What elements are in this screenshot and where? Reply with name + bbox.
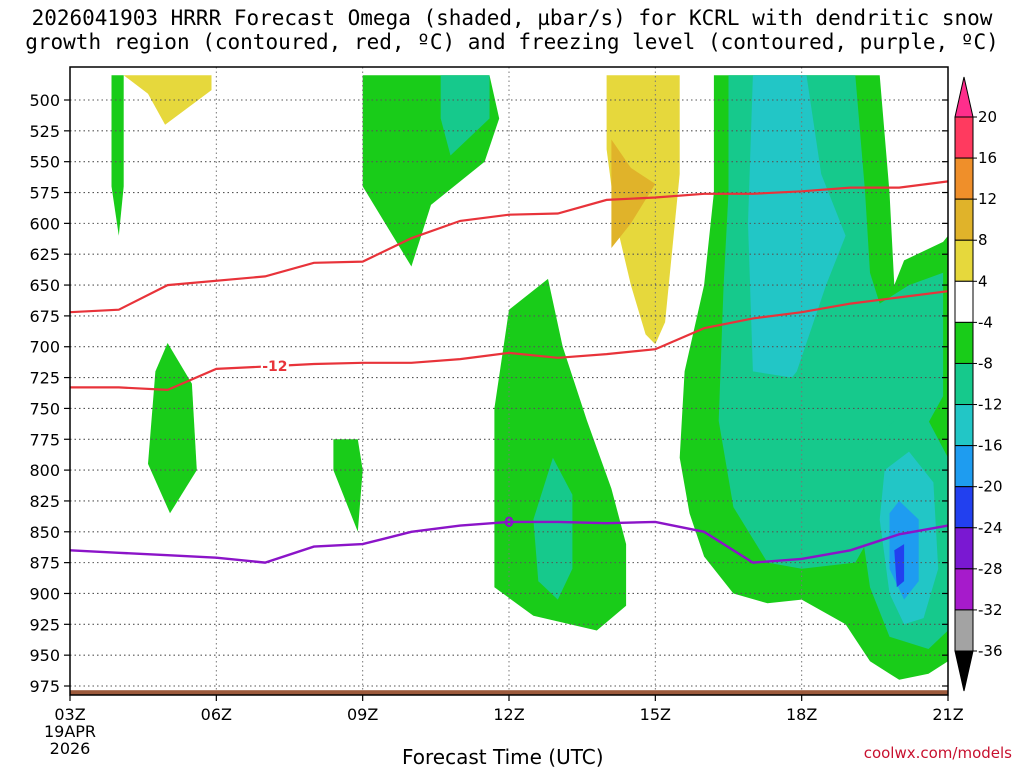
omega-fill-1: [123, 75, 212, 125]
y-tick-label: 525: [29, 122, 60, 141]
surface-ground: [70, 690, 948, 695]
dgz-contour-label: -12: [262, 359, 287, 375]
colorbar-bottom-arrow: [954, 650, 974, 692]
colorbar-label: 20: [978, 108, 997, 126]
colorbar-label: 8: [978, 231, 988, 249]
colorbar-label: -20: [978, 478, 1003, 496]
y-tick-label: 725: [29, 369, 60, 388]
omega-fill-4: [606, 75, 680, 345]
colorbar-label: -32: [978, 601, 1003, 619]
title-line-2: growth region (contoured, red, ºC) and f…: [25, 30, 999, 54]
y-tick-label: 600: [29, 214, 60, 233]
surface-band: [70, 690, 948, 695]
colorbar-label: -8: [978, 354, 993, 372]
x-tick-label: 09Z: [347, 705, 378, 724]
y-tick-label: 550: [29, 153, 60, 172]
colorbar-swatch: [954, 445, 974, 488]
y-tick-label: 925: [29, 615, 60, 634]
axis-ticks: 500 525 550 575 600 625 650 675 700 725 750 775 800 8…: [29, 91, 963, 758]
dgz-contour-1: [70, 290, 949, 392]
colorbar-label: -24: [978, 519, 1003, 537]
x-tick-label: 06Z: [201, 705, 232, 724]
x-tick-label: 03Z: [54, 705, 85, 724]
y-tick-label: 500: [29, 91, 60, 110]
colorbar-swatch: [954, 198, 974, 241]
x-tick-label: 15Z: [640, 705, 671, 724]
colorbar-swatch: [954, 239, 974, 282]
colorbar: 20 16 12 8 4 -4 -8 -12 -16 -20 -24 -28 -32 -36: [954, 76, 1003, 692]
omega-fill-8: [748, 75, 846, 378]
colorbar-label: -4: [978, 313, 993, 331]
grid-lines: [70, 67, 948, 695]
omega-fill-3: [440, 75, 490, 156]
credit-text: coolwx.com/models: [863, 744, 1012, 762]
omega-fill-12: [894, 544, 905, 588]
y-tick-label: 700: [29, 338, 60, 357]
dgz-label-bg-1: [260, 357, 289, 373]
y-tick-label: 575: [29, 184, 60, 203]
freezing-level-label: 0: [504, 515, 514, 531]
omega-fill-14: [333, 439, 363, 532]
colorbar-label: -28: [978, 560, 1003, 578]
colorbar-label: 16: [978, 149, 997, 167]
y-tick-label: 875: [29, 554, 60, 573]
x-tick-label: 12Z: [493, 705, 524, 724]
title-line-1: 2026041903 HRRR Forecast Omega (shaded, …: [31, 6, 993, 30]
colorbar-top-arrow: [954, 76, 974, 118]
x-axis-title: Forecast Time (UTC): [402, 745, 604, 769]
x-date-label: 19APR: [44, 722, 96, 741]
colorbar-label: -16: [978, 437, 1003, 455]
y-tick-label: 775: [29, 430, 60, 449]
colorbar-swatch: [954, 321, 974, 364]
y-tick-label: 650: [29, 276, 60, 295]
colorbar-swatch: [954, 157, 974, 200]
y-tick-label: 950: [29, 646, 60, 665]
omega-fill-5: [611, 139, 656, 248]
omega-fill-16: [533, 457, 573, 600]
x-tick-label: 21Z: [932, 705, 963, 724]
y-tick-label: 675: [29, 307, 60, 326]
y-tick-label: 625: [29, 245, 60, 264]
colorbar-swatch: [954, 568, 974, 611]
colorbar-swatch: [954, 280, 974, 323]
y-tick-label: 750: [29, 399, 60, 418]
y-tick-label: 850: [29, 523, 60, 542]
dgz-contour-0: [69, 180, 949, 314]
omega-fill-15: [494, 278, 627, 631]
y-tick-label: 800: [29, 461, 60, 480]
freezing-level-line: [69, 520, 949, 564]
chart-title: 2026041903 HRRR Forecast Omega (shaded, …: [0, 6, 1024, 54]
colorbar-swatch: [954, 527, 974, 570]
contour-lines: -12 0: [69, 180, 949, 564]
omega-fill-0: [111, 75, 124, 236]
colorbar-swatch: [954, 362, 974, 406]
y-tick-label: 975: [29, 677, 60, 696]
colorbar-swatch: [954, 609, 974, 652]
colorbar-swatch: [954, 404, 974, 447]
colorbar-swatch: [954, 116, 974, 159]
colorbar-label: -12: [978, 396, 1003, 414]
y-tick-label: 825: [29, 492, 60, 511]
omega-fill-13: [148, 343, 197, 514]
colorbar-label: -36: [978, 642, 1003, 660]
colorbar-label: 12: [978, 190, 997, 208]
x-tick-label: 18Z: [786, 705, 817, 724]
colorbar-swatch: [954, 486, 974, 529]
colorbar-label: 4: [978, 272, 988, 290]
y-tick-label: 900: [29, 584, 60, 603]
x-date-label: 2026: [50, 739, 91, 758]
